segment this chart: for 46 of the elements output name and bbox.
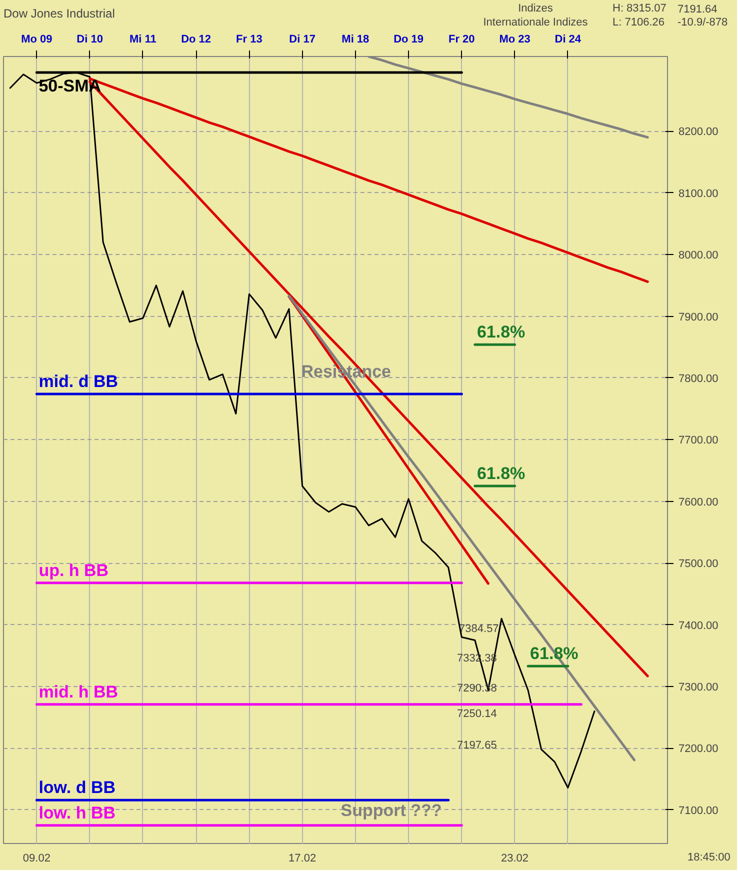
- text: L: 7106.26: [612, 16, 664, 28]
- series-label: low. h BB: [38, 803, 116, 822]
- text: 09.02: [22, 852, 50, 864]
- x-tick-label: Di 17: [289, 34, 316, 46]
- y-tick-label: 7100.00: [678, 804, 718, 817]
- y-tick-label: 7400.00: [678, 620, 718, 632]
- series-label: 61.8%: [476, 322, 526, 342]
- x-tick-label: Do 12: [181, 34, 212, 46]
- text: 17.02: [288, 852, 316, 864]
- y-tick-label: 7500.00: [678, 558, 718, 570]
- y-tick-label: 7300.00: [678, 682, 718, 694]
- x-tick-label: Fr 20: [448, 34, 475, 46]
- x-tick-label: Fr 13: [236, 34, 262, 46]
- annotation: 7197.65: [457, 739, 497, 752]
- annotation: Support ???: [340, 801, 442, 820]
- text: 23.02: [501, 852, 529, 864]
- y-tick-label: 8000.00: [678, 250, 718, 262]
- y-tick-label: 8100.00: [678, 188, 718, 200]
- x-tick-label: Mi 11: [129, 34, 156, 46]
- y-tick-label: 7900.00: [678, 311, 718, 324]
- series-label: low. d BB: [38, 778, 116, 798]
- text: Internationale Indizes: [483, 16, 588, 28]
- chart-title: Dow Jones Industrial: [4, 6, 115, 20]
- y-tick-label: 7600.00: [678, 496, 718, 508]
- x-tick-label: Di 24: [554, 34, 582, 46]
- y-tick-label: 7200.00: [678, 743, 718, 756]
- series-label: mid. d BB: [38, 372, 118, 392]
- y-tick-label: 8200.00: [678, 126, 718, 138]
- x-tick-label: Mo 23: [499, 34, 530, 46]
- series-label: up. h BB: [38, 560, 109, 580]
- annotation: 7250.14: [457, 708, 497, 720]
- y-tick-label: 7700.00: [678, 434, 718, 447]
- series-label: 61.8%: [530, 644, 578, 664]
- text: Indizes: [518, 2, 554, 14]
- y-tick-label: 7800.00: [678, 372, 718, 385]
- text: 18:45:00: [688, 852, 730, 864]
- text: -10.9/-878: [678, 16, 728, 28]
- series-label: 61.8%: [476, 464, 526, 483]
- text: 7191.64: [678, 4, 718, 16]
- x-tick-label: Mi 18: [342, 34, 370, 46]
- annotation: 7290.38: [457, 682, 497, 695]
- x-tick-label: Di 10: [76, 34, 103, 46]
- text: H: 8315.07: [612, 2, 666, 14]
- x-tick-label: Do 19: [394, 34, 424, 46]
- x-tick-label: Mo 09: [21, 34, 52, 46]
- series-label: mid. h BB: [38, 682, 118, 702]
